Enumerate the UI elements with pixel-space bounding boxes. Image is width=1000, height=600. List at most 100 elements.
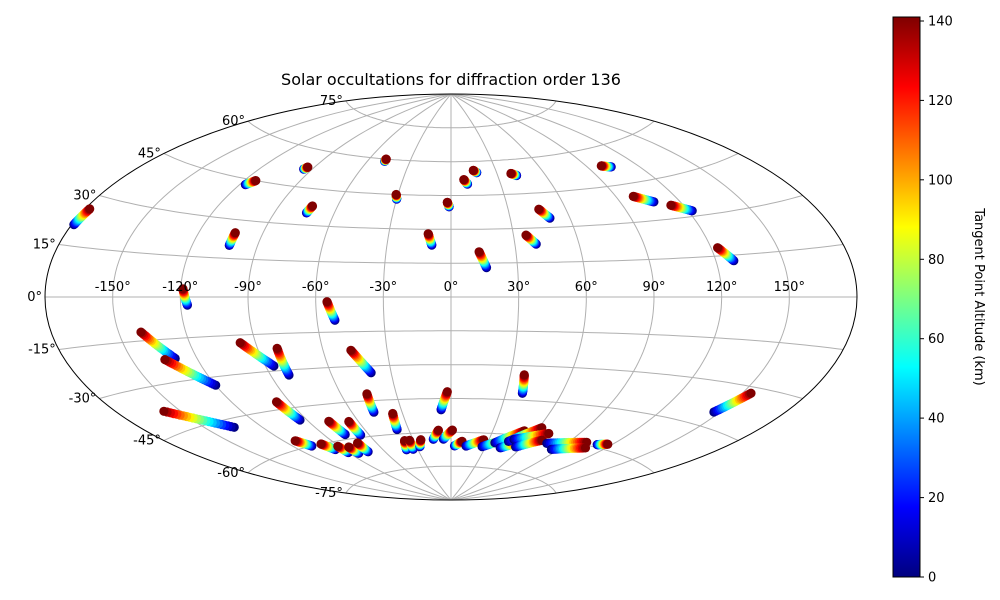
track-point [159, 406, 169, 416]
occultation-track [628, 191, 659, 207]
colorbar-tick-label: 140 [928, 15, 953, 30]
lon-tick-label: 0° [444, 280, 459, 295]
occultation-track [391, 189, 402, 204]
lon-tick-label: 120° [706, 280, 737, 295]
occultation-track [160, 355, 221, 390]
track-point [388, 408, 398, 419]
track-point [272, 343, 282, 353]
track-point [381, 154, 391, 164]
track-point [416, 435, 426, 445]
occultation-track [442, 197, 454, 212]
track-point [474, 247, 484, 257]
occultation-track [468, 165, 482, 178]
colorbar-tick-label: 0 [928, 571, 936, 586]
lat-tick-label: 0° [27, 290, 42, 305]
track-point [544, 428, 554, 439]
occultation-track [388, 408, 402, 435]
colorbar-ticks: 0 20 40 60 80 100 120 140 [920, 15, 953, 586]
track-point [362, 389, 372, 399]
colorbar-gradient [892, 16, 921, 578]
parallel-line [163, 153, 739, 196]
map-grid [45, 94, 857, 500]
occultation-track [415, 435, 426, 452]
chart-title: Solar occultations for diffraction order… [281, 70, 621, 89]
lat-tick-label: -30° [69, 392, 97, 407]
track-point [271, 397, 282, 407]
track-point [713, 243, 723, 253]
track-point [333, 441, 343, 451]
track-point [442, 387, 452, 397]
occultation-track [592, 439, 613, 450]
occultation-tracks [69, 154, 756, 458]
lat-tick-label: -75° [315, 486, 343, 501]
track-point [235, 338, 245, 348]
occultation-track [322, 297, 340, 325]
parallel-line [58, 244, 844, 264]
occultation-track [240, 176, 261, 190]
occultation-track [521, 230, 541, 249]
occultation-track [333, 441, 353, 458]
occultation-track [534, 204, 555, 223]
occultation-track [423, 229, 437, 250]
track-point [666, 200, 676, 210]
occultation-track [404, 435, 418, 454]
occultation-track [596, 161, 616, 172]
occultation-track [428, 425, 443, 444]
lat-tick-label: 60° [222, 114, 245, 129]
occultation-track [709, 388, 756, 417]
track-point [468, 165, 478, 175]
track-point [290, 436, 300, 446]
occultation-track [436, 387, 452, 415]
track-point [628, 191, 638, 201]
parallel-line [163, 398, 739, 441]
track-point [433, 425, 443, 435]
occultation-track [474, 247, 492, 273]
lon-tick-label: -30° [369, 280, 397, 295]
lon-tick-label: -60° [302, 280, 330, 295]
track-point [423, 229, 433, 239]
colorbar-tick-label: 100 [928, 173, 953, 188]
occultation-track [69, 204, 95, 230]
track-point [85, 204, 95, 214]
occultation-track [438, 425, 457, 444]
track-point [178, 284, 188, 294]
track-point [404, 435, 415, 445]
colorbar-tick-label: 120 [928, 94, 953, 109]
axis-tick-labels: -150° -120° -90° -60° -30° 0° 30° 60° 90° 120° 150… [27, 94, 805, 501]
track-point [322, 297, 332, 307]
track-point [459, 175, 469, 185]
parallel-line [99, 195, 803, 230]
occultation-track [506, 168, 522, 181]
lon-tick-label: 150° [774, 280, 805, 295]
track-point [519, 370, 529, 380]
lat-tick-label: -45° [133, 434, 161, 449]
occultation-track [235, 338, 279, 371]
lon-tick-label: 60° [575, 280, 598, 295]
occultation-track [301, 201, 318, 218]
colorbar-tick-label: 60 [928, 332, 945, 347]
lat-tick-label: -15° [28, 343, 56, 358]
occultation-track [362, 389, 379, 417]
track-point [307, 201, 318, 211]
lon-tick-label: -90° [234, 280, 262, 295]
parallel-line [58, 330, 844, 350]
occultation-track [136, 327, 180, 364]
occultation-track [324, 416, 350, 440]
map-boundary [44, 93, 858, 501]
parallel-line [345, 465, 557, 494]
track-point [534, 204, 544, 214]
track-point [580, 443, 591, 453]
track-point [391, 189, 401, 200]
track-point [746, 388, 756, 398]
occultation-track [344, 416, 366, 440]
occultation-track [380, 154, 391, 166]
occultation-track [290, 436, 317, 451]
lon-tick-label: 30° [507, 280, 530, 295]
colorbar-tick-label: 20 [928, 491, 945, 506]
occultation-track [299, 162, 313, 174]
occultation-track [346, 345, 376, 378]
lat-tick-label: 15° [33, 238, 56, 253]
occultation-track [159, 406, 239, 432]
lat-tick-label: 75° [320, 94, 343, 109]
